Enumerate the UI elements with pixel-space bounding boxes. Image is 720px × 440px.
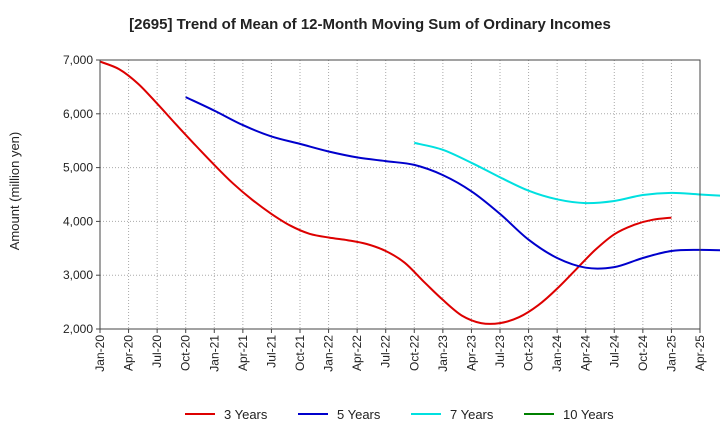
x-tick-label: Apr-24 [579,335,593,371]
series-line-7-years [414,141,720,205]
y-tick-label: 2,000 [63,322,93,336]
x-tick-label: Jul-24 [607,335,621,368]
x-tick-label: Oct-22 [407,335,421,371]
x-tick-label: Jul-23 [493,335,507,368]
y-tick-label: 5,000 [63,161,93,175]
x-tick-label: Jan-20 [93,335,107,372]
x-tick-label: Jul-20 [150,335,164,368]
x-tick-label: Oct-20 [179,335,193,371]
legend-label-7-years: 7 Years [450,407,494,422]
x-tick-label: Oct-23 [522,335,536,371]
x-tick-label: Apr-21 [236,335,250,371]
plot-frame [99,59,701,330]
y-tick-label: 7,000 [63,53,93,67]
y-tick-label: 6,000 [63,107,93,121]
x-tick-label: Jan-21 [207,335,221,372]
y-axis-label: Amount (million yen) [7,132,22,251]
x-tick-label: Oct-21 [293,335,307,371]
x-tick-label: Jan-22 [322,335,336,372]
x-tick-label: Apr-20 [122,335,136,371]
x-tick-label: Jul-22 [379,335,393,368]
y-tick-label: 3,000 [63,268,93,282]
x-tick-label: Jan-24 [550,335,564,372]
x-tick-label: Jan-23 [436,335,450,372]
series-line-5-years [185,96,720,270]
legend: 3 Years 5 Years 7 Years 10 Years [185,407,614,422]
x-tick-label: Oct-24 [636,335,650,371]
axis-ticks: Jan-20 Apr-20 Jul-20 Oct-20 Jan-21 Apr-21 Jul-… [63,53,707,372]
legend-label-5-years: 5 Years [337,407,381,422]
grid [100,60,700,329]
x-tick-label: Apr-22 [350,335,364,371]
x-tick-label: Apr-23 [464,335,478,371]
x-tick-label: Jul-21 [264,335,278,368]
chart-title: [2695] Trend of Mean of 12-Month Moving … [129,16,611,33]
y-tick-label: 4,000 [63,214,93,228]
series-line-3-years [99,60,672,325]
x-tick-label: Apr-25 [693,335,707,371]
legend-label-3-years: 3 Years [224,407,268,422]
series-lines [99,60,720,325]
legend-label-10-years: 10 Years [563,407,614,422]
x-tick-label: Jan-25 [664,335,678,372]
